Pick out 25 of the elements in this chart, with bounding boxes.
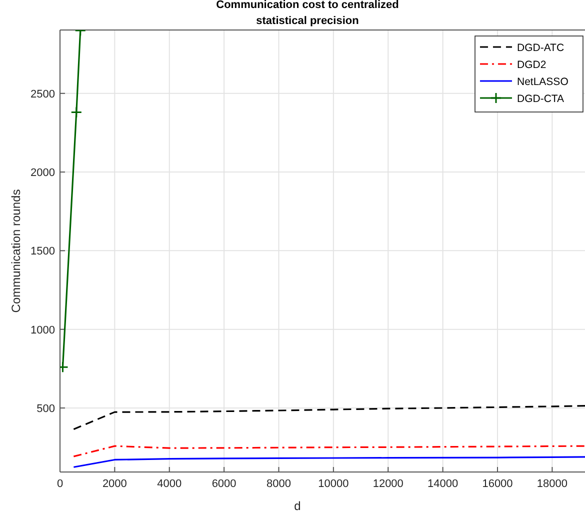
chart-title: Communication cost to centralized statistical precision	[216, 0, 399, 27]
x-tick-label: 0	[56, 478, 64, 490]
x-tick-label: 8000	[266, 478, 291, 490]
line-series	[72, 456, 585, 468]
legend-label: DGD2	[517, 59, 546, 71]
legend-label: DGD-ATC	[517, 42, 564, 54]
x-tick-label: 2000	[102, 478, 127, 490]
x-tick-label: 12000	[372, 478, 404, 490]
y-tick-label: 1500	[30, 246, 55, 258]
line-series	[72, 445, 585, 458]
y-tick-label: 500	[36, 402, 55, 415]
x-tick-label: 10000	[318, 478, 349, 490]
legend-label: DGD-CTA	[517, 93, 564, 105]
x-axis-title: d	[294, 499, 301, 513]
y-tick-label: 1000	[30, 324, 55, 336]
x-tick-label: 14000	[428, 478, 458, 490]
y-tick-label: 2500	[30, 88, 55, 100]
x-tick-label: 6000	[212, 478, 236, 490]
line-series	[72, 404, 585, 430]
x-tick-label: 16000	[482, 478, 513, 490]
x-tick-label: 18000	[536, 478, 568, 490]
x-tick-label: 4000	[157, 478, 182, 490]
y-tick-label: 2000	[30, 167, 55, 180]
y-axis-title: Communication rounds	[9, 189, 23, 313]
legend-label: NetLASSO	[517, 76, 568, 88]
